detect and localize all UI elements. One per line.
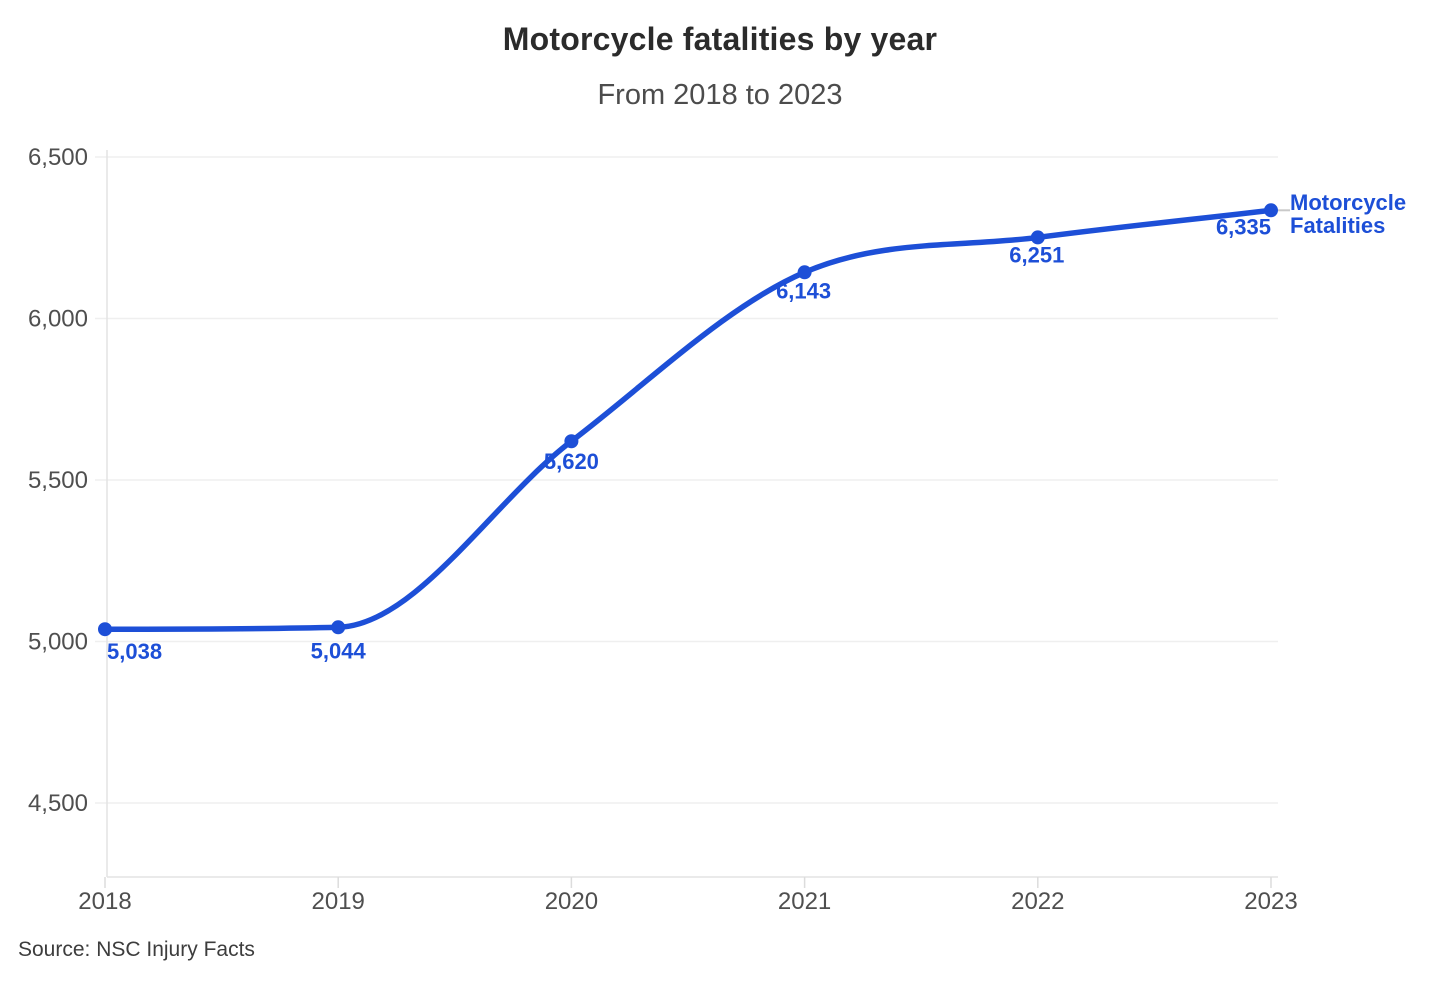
y-tick-label: 6,500 (28, 144, 88, 171)
y-tick-label: 4,500 (28, 790, 88, 817)
x-tick-label: 2020 (545, 888, 598, 915)
chart-title: Motorcycle fatalities by year (502, 21, 938, 57)
fatalities-line (102, 207, 1274, 632)
data-point-label: 6,335 (1216, 214, 1271, 239)
chart-subtitle: From 2018 to 2023 (597, 79, 843, 111)
x-tick-label: 2019 (312, 888, 365, 915)
data-point[interactable] (564, 434, 579, 449)
data-point-label: 6,143 (776, 278, 831, 303)
data-point[interactable] (797, 265, 812, 280)
data-point-label: 5,620 (544, 449, 599, 474)
series-legend-label: Fatalities (1290, 213, 1385, 238)
data-point[interactable] (331, 620, 346, 635)
data-point-label: 5,038 (107, 639, 162, 664)
data-point[interactable] (1030, 230, 1045, 245)
y-tick-label: 5,000 (28, 629, 88, 656)
data-point[interactable] (1264, 203, 1278, 218)
series-legend-label: Motorcycle (1290, 190, 1406, 215)
data-point-label: 6,251 (1009, 242, 1064, 267)
source-note: Source: NSC Injury Facts (18, 938, 255, 961)
data-point-label: 5,044 (311, 638, 367, 663)
x-tick-label: 2023 (1244, 888, 1297, 915)
y-tick-label: 6,000 (28, 306, 88, 333)
x-tick-label: 2021 (778, 888, 831, 915)
y-tick-label: 5,500 (28, 467, 88, 494)
x-tick-label: 2018 (78, 888, 131, 915)
x-tick-label: 2022 (1011, 888, 1064, 915)
data-point[interactable] (98, 622, 112, 637)
